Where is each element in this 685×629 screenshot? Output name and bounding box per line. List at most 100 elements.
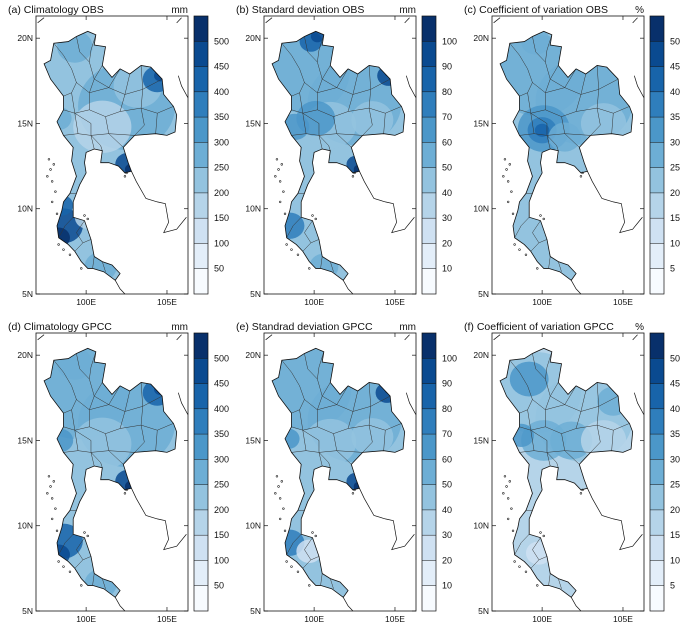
map-frame [491, 15, 645, 295]
island [505, 168, 508, 171]
island [274, 492, 277, 495]
island [68, 570, 72, 573]
province-boundary [306, 133, 363, 136]
province-boundary [89, 34, 97, 63]
map-frame [35, 15, 189, 295]
colorbar-swatch [650, 484, 664, 510]
province-boundary [89, 73, 131, 117]
island [502, 492, 505, 495]
province-boundary [317, 73, 359, 117]
coastline [131, 488, 187, 551]
lat-label: 5N [478, 606, 489, 616]
contour-region [273, 441, 287, 454]
island [278, 200, 282, 204]
island [290, 248, 293, 251]
colorbar-label: 150 [214, 530, 229, 540]
colorbar-label: 20 [442, 238, 452, 248]
colorbar-label: 40 [670, 87, 680, 97]
colorbar-swatch [194, 66, 208, 92]
island [282, 507, 285, 510]
island [506, 517, 510, 521]
colorbar-label: 35 [670, 429, 680, 439]
province-boundary [545, 73, 587, 117]
coastline [114, 597, 126, 612]
colorbar-label: 30 [442, 213, 452, 223]
island [518, 565, 521, 568]
province-boundary [534, 450, 591, 453]
province-boundary [576, 107, 598, 112]
lat-label: 20N [245, 33, 261, 43]
colorbar-swatch [194, 218, 208, 244]
lon-label: 100E [304, 297, 324, 307]
province-boundary [286, 217, 302, 238]
island [503, 158, 507, 161]
colorbar-swatch [194, 459, 208, 485]
colorbar-label: 30 [442, 530, 452, 540]
province-boundary [532, 220, 548, 244]
province-boundary [302, 242, 312, 252]
lat-label: 20N [473, 33, 489, 43]
colorbar-swatch [422, 585, 436, 611]
colorbar-swatch [422, 91, 436, 118]
province-boundary [509, 360, 533, 414]
colorbar-swatch [194, 333, 208, 359]
lon-label: 100E [532, 614, 552, 624]
colorbar-swatch [194, 41, 208, 67]
coastline [359, 171, 415, 234]
colorbar-swatch [422, 408, 436, 435]
island [579, 175, 583, 178]
island [508, 480, 511, 483]
colorbar-frame [193, 332, 209, 612]
unit-label: mm [399, 5, 416, 16]
island [285, 243, 288, 246]
colorbar-label: 80 [442, 404, 452, 414]
colorbar-label: 30 [670, 454, 680, 464]
colorbar-label: 50 [214, 581, 224, 591]
province-boundary [291, 109, 307, 136]
province-boundary [330, 261, 334, 272]
contour-region [548, 122, 581, 152]
colorbar-swatch [650, 509, 664, 536]
province-boundary [74, 242, 84, 252]
colorbar-label: 10 [442, 264, 452, 274]
island [513, 243, 516, 246]
province-boundary [530, 430, 551, 467]
coastline [342, 280, 354, 295]
country-outline [271, 30, 406, 281]
coastline [587, 488, 643, 551]
colorbar-label: 90 [442, 379, 452, 389]
province-boundary [348, 424, 370, 429]
precip-field [500, 348, 633, 598]
province-boundary [383, 430, 386, 451]
island [54, 190, 57, 193]
colorbar-swatch [194, 167, 208, 193]
province-boundary [532, 537, 548, 561]
province-boundary [530, 559, 540, 569]
island [277, 168, 280, 171]
colorbar-swatch [194, 268, 208, 294]
contour-region [509, 361, 549, 397]
colorbar-swatch [422, 560, 436, 586]
colorbar-swatch [422, 192, 436, 219]
lon-label: 100E [304, 614, 324, 624]
panel-title: (b) Standard deviation OBS [236, 4, 364, 16]
colorbar-label: 100 [442, 353, 457, 363]
panel-title: (e) Standrad deviation GPCC [236, 321, 373, 333]
island [510, 507, 513, 510]
colorbar-label: 40 [442, 188, 452, 198]
lon-label: 105E [613, 297, 633, 307]
island [506, 200, 510, 204]
island [502, 175, 505, 178]
island [311, 531, 314, 534]
colorbar-swatch [422, 434, 436, 460]
unit-label: % [635, 322, 644, 333]
island [46, 492, 49, 495]
colorbar-label: 80 [442, 87, 452, 97]
island [518, 248, 521, 251]
province-boundary [611, 113, 614, 134]
lat-label: 15N [245, 435, 261, 445]
province-boundary [302, 113, 323, 150]
colorbar-swatch [194, 434, 208, 460]
island [513, 560, 516, 563]
contour-region [310, 570, 340, 597]
